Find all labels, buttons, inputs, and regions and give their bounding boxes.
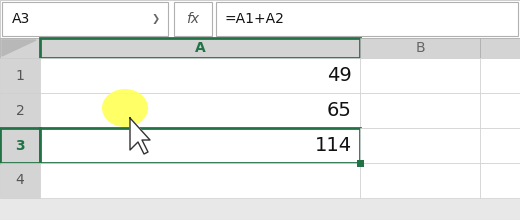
Bar (40, 93, 360, 128)
Bar (174, 2, 212, 36)
Bar (357, 160, 364, 167)
Bar (480, 163, 520, 198)
Bar (480, 38, 520, 58)
Bar (40, 128, 360, 163)
Text: 1: 1 (16, 68, 24, 82)
Text: ❯: ❯ (152, 14, 160, 24)
Bar (0, 128, 40, 163)
Polygon shape (130, 118, 150, 154)
Text: A3: A3 (12, 12, 30, 26)
Text: A: A (194, 41, 205, 55)
Bar (480, 93, 520, 128)
Bar (216, 2, 518, 36)
Bar (360, 93, 480, 128)
Text: B: B (415, 41, 425, 55)
Bar (0, 163, 40, 198)
Bar (40, 163, 360, 198)
Text: 114: 114 (315, 136, 352, 155)
Text: =A1+A2: =A1+A2 (224, 12, 284, 26)
Bar (360, 58, 480, 93)
Bar (480, 58, 520, 93)
Bar (0, 93, 40, 128)
Ellipse shape (102, 89, 148, 127)
Bar (40, 38, 360, 58)
Text: 65: 65 (327, 101, 352, 120)
Bar (360, 38, 480, 58)
Polygon shape (2, 40, 36, 56)
Bar (480, 128, 520, 163)
Bar (360, 128, 480, 163)
Bar (0, 58, 40, 93)
Text: 3: 3 (15, 139, 25, 152)
Bar (0, 0, 520, 38)
Text: 2: 2 (16, 103, 24, 117)
Text: 49: 49 (327, 66, 352, 85)
Text: fx: fx (187, 12, 200, 26)
Bar (2, 2, 168, 36)
Text: 4: 4 (16, 174, 24, 187)
Bar (40, 58, 360, 93)
Bar (0, 38, 40, 58)
Bar (360, 163, 480, 198)
